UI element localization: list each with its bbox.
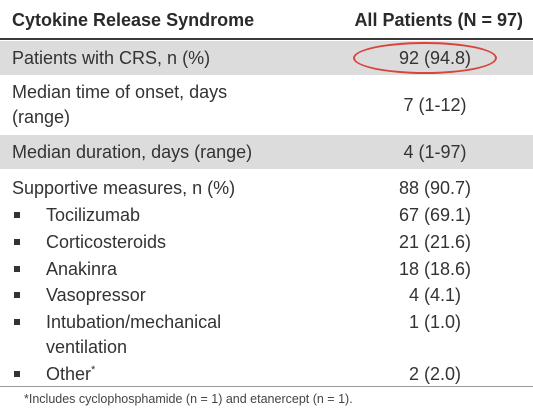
crs-label: Patients with CRS, n (%) <box>12 48 211 68</box>
sub-label-line2: ventilation <box>46 337 128 357</box>
sub-row-intubation: Intubation/mechanical ventilation 1 (1.0… <box>0 310 533 360</box>
sub-value: 18 (18.6) <box>398 259 472 279</box>
sub-value: 2 (2.0) <box>408 364 462 384</box>
bullet-icon <box>14 266 20 272</box>
table-row-supportive: Supportive measures, n (%) 88 (90.7) <box>0 176 533 203</box>
sub-value: 4 (4.1) <box>408 285 462 305</box>
sub-row-tocilizumab: Tocilizumab 67 (69.1) <box>0 203 533 228</box>
sub-value: 21 (21.6) <box>398 232 472 252</box>
sub-value: 1 (1.0) <box>408 312 462 332</box>
onset-value: 7 (1-12) <box>403 95 467 115</box>
bullet-icon <box>14 292 20 298</box>
bullet-icon <box>14 212 20 218</box>
table-header: Cytokine Release Syndrome All Patients (… <box>0 0 533 40</box>
footnote-mark: * <box>91 364 96 376</box>
bullet-icon <box>14 239 20 245</box>
sub-value: 67 (69.1) <box>398 205 472 225</box>
highlight-oval <box>353 42 497 74</box>
sub-label: Vasopressor <box>46 285 146 305</box>
sub-label-line1: Intubation/mechanical <box>46 312 222 332</box>
table-row-duration: Median duration, days (range) 4 (1-97) <box>0 135 533 169</box>
sub-label: Anakinra <box>46 259 118 279</box>
sub-label-other: Other* <box>46 362 95 387</box>
onset-label-line1: Median time of onset, days <box>12 82 228 102</box>
table-bottom-rule <box>0 386 533 387</box>
duration-value: 4 (1-97) <box>403 142 467 162</box>
supportive-value: 88 (90.7) <box>398 178 472 198</box>
duration-label: Median duration, days (range) <box>12 142 253 162</box>
sub-label: Other <box>46 364 92 384</box>
sub-label: Corticosteroids <box>46 232 167 252</box>
sub-row-corticosteroids: Corticosteroids 21 (21.6) <box>0 230 533 255</box>
sub-row-anakinra: Anakinra 18 (18.6) <box>0 257 533 282</box>
bullet-icon <box>14 371 20 377</box>
sub-label: Tocilizumab <box>46 205 141 225</box>
header-label: Cytokine Release Syndrome <box>12 10 255 30</box>
sub-row-other: Other* 2 (2.0) <box>0 362 533 387</box>
onset-label-line2: (range) <box>12 107 71 127</box>
footnote: *Includes cyclophosphamide (n = 1) and e… <box>24 392 353 406</box>
bullet-icon <box>14 319 20 325</box>
header-value: All Patients (N = 97) <box>354 10 523 30</box>
sub-row-vasopressor: Vasopressor 4 (4.1) <box>0 283 533 308</box>
supportive-label: Supportive measures, n (%) <box>12 178 236 198</box>
table-row-onset: Median time of onset, days (range) 7 (1-… <box>0 76 533 134</box>
